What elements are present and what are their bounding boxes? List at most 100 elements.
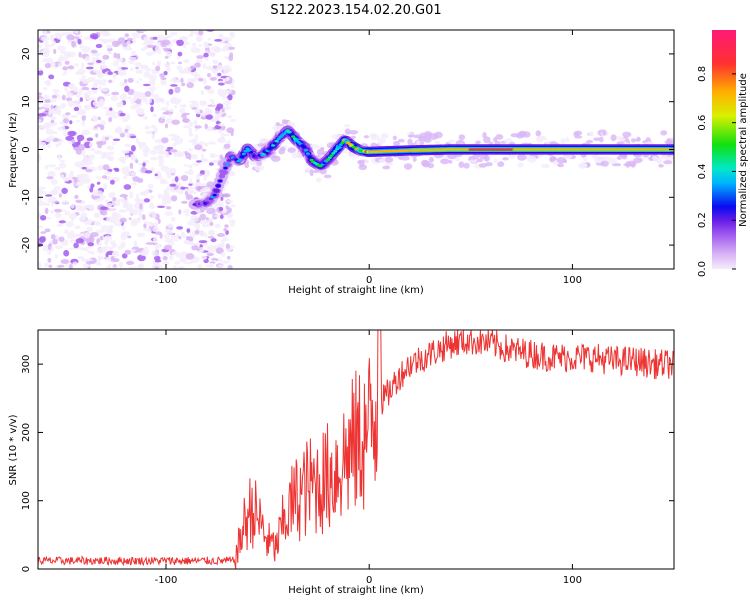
spectrogram-noise-blob [159, 144, 165, 150]
spectrogram-noise-blob [50, 119, 55, 124]
spectrogram-noise-blob [108, 109, 116, 116]
spectrogram-noise-blob [158, 159, 165, 165]
spectrogram-noise-blob [54, 167, 61, 171]
spectrogram-noise-blob [221, 96, 228, 100]
spectrogram-ylabel: Frequency (Hz) [8, 112, 19, 188]
spectrogram-noise-blob [171, 178, 175, 183]
spectrogram-noise-blob [190, 47, 200, 54]
spectrogram-noise-blob [150, 156, 158, 161]
spectrogram-noise-blob [138, 144, 144, 150]
spectrogram-noise-blob [60, 174, 65, 178]
spectrogram-noise-blob [205, 219, 211, 223]
spectrogram-noise-blob [181, 113, 187, 119]
spectrogram-noise-blob [57, 264, 65, 268]
spectrogram-noise-blob [62, 72, 67, 76]
spectrogram-halo-blob [206, 207, 216, 215]
spectrogram-noise-blob [170, 149, 178, 153]
spectrogram-track-blob [241, 152, 246, 156]
spectrogram-noise-blob [76, 110, 86, 115]
spectrogram-track-blob [227, 159, 232, 162]
spectrogram-track-blob [271, 144, 276, 147]
spectrogram-halo-blob [541, 163, 550, 169]
spectrogram-noise-blob [78, 88, 83, 96]
spectrogram-noise-blob [221, 108, 225, 113]
spectrogram-noise-blob [61, 200, 70, 206]
spectrogram-noise-blob [230, 221, 235, 227]
spectrogram-track-blob [291, 135, 296, 138]
spectrogram-noise-blob [111, 242, 117, 248]
spectrogram-noise-blob [168, 241, 175, 247]
spectrogram-noise-blob [73, 242, 79, 249]
spectrogram-noise-blob [50, 116, 57, 120]
spectrogram-noise-blob [171, 119, 180, 125]
spectrogram-noise-blob [166, 146, 174, 150]
spectrogram-noise-blob [142, 162, 146, 167]
spectrogram-noise-blob [94, 198, 102, 202]
spectrogram-noise-blob [113, 52, 118, 59]
spectrogram-noise-blob [122, 176, 128, 179]
spectrogram-noise-blob [106, 155, 115, 161]
spectrogram-noise-blob [121, 149, 130, 154]
spectrogram-noise-blob [215, 258, 219, 262]
spectrogram-noise-blob [155, 261, 159, 267]
spectrogram-noise-blob [176, 39, 184, 46]
snr-frame [37, 329, 675, 570]
spectrogram-noise-blob [135, 98, 142, 105]
spectrogram-noise-blob [202, 63, 207, 70]
colorbar-tick-label: 0.8 [697, 66, 708, 82]
spectrogram-noise-blob [204, 123, 208, 130]
spectrogram-noise-blob [69, 213, 78, 220]
spectrogram-noise-blob [98, 86, 102, 91]
spectrogram-noise-blob [169, 183, 177, 187]
spectrogram-noise-blob [221, 260, 230, 264]
spectrogram-noise-blob [75, 181, 84, 187]
spectrogram-noise-blob [56, 109, 62, 116]
spectrogram-noise-blob [223, 65, 231, 69]
spectrogram-noise-blob [141, 166, 146, 171]
spectrogram-noise-blob [174, 261, 180, 265]
spectrogram-noise-blob [206, 252, 214, 257]
spectrogram-noise-blob [180, 251, 188, 257]
spectrogram-noise-blob [183, 44, 186, 49]
spectrogram-noise-blob [61, 94, 66, 101]
spectrogram-noise-blob [48, 74, 55, 80]
spectrogram-track-blob [225, 162, 230, 166]
spectrogram-halo-blob [309, 169, 314, 177]
spectrogram-marks [38, 30, 674, 269]
spectrogram-noise-blob [217, 64, 223, 71]
spectrogram-noise-blob [183, 164, 189, 167]
spectrogram-noise-blob [58, 162, 67, 169]
spectrogram-halo-blob [593, 137, 601, 141]
spectrogram-noise-blob [164, 211, 173, 216]
spectrogram-halo-blob [594, 158, 604, 164]
spectrogram-noise-blob [104, 171, 112, 175]
spectrogram-noise-blob [187, 168, 194, 176]
spectrogram-noise-blob [43, 94, 50, 100]
spectrogram-noise-blob [200, 158, 208, 163]
spectrogram-noise-blob [82, 263, 90, 268]
spectrogram-noise-blob [124, 85, 130, 93]
spectrogram-noise-blob [216, 88, 225, 96]
spectrogram-noise-blob [164, 123, 169, 129]
spectrogram-noise-blob [164, 62, 171, 68]
spectrogram-noise-blob [86, 226, 93, 233]
colorbar-ticks: 0.0 0.2 0.4 0.6 0.8 [697, 66, 736, 277]
spectrogram-track-blob [340, 141, 345, 144]
spectrogram-noise-blob [40, 231, 47, 234]
spectrogram-noise-blob [63, 249, 70, 257]
spectrogram-noise-blob [130, 153, 136, 160]
spectrogram-noise-blob [145, 51, 153, 56]
spectrogram-noise-blob [63, 117, 69, 124]
spectrogram-noise-blob [38, 201, 47, 207]
spectrogram-noise-blob [51, 95, 58, 99]
spectrogram-noise-blob [85, 162, 89, 165]
spectrogram-noise-blob [112, 72, 117, 77]
spectrogram-noise-blob [143, 221, 149, 224]
spectrogram-noise-blob [133, 240, 138, 247]
spectrogram-track-blob [218, 179, 223, 183]
spectrogram-noise-blob [85, 204, 94, 209]
spectrogram-noise-blob [146, 44, 156, 48]
spectrogram-noise-blob [81, 166, 87, 170]
spectrogram-noise-blob [182, 125, 191, 129]
y-tick-label: 10 [21, 95, 32, 108]
